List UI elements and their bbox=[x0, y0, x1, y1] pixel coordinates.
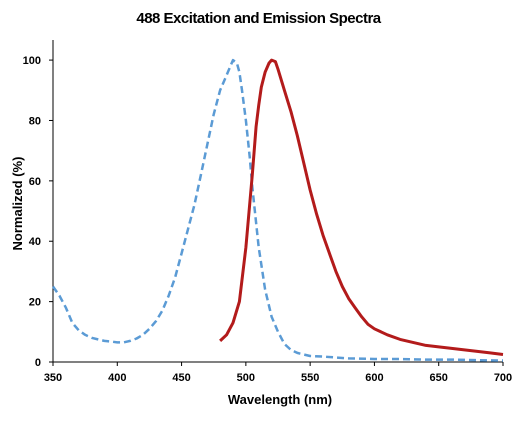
x-tick-label: 650 bbox=[430, 372, 448, 384]
y-tick-label: 80 bbox=[29, 115, 41, 127]
x-tick-label: 600 bbox=[365, 372, 383, 384]
chart-title: 488 Excitation and Emission Spectra bbox=[136, 10, 381, 27]
y-tick-label: 20 bbox=[29, 297, 41, 309]
emission-series-line bbox=[219, 58, 504, 356]
y-tick-label: 0 bbox=[35, 357, 41, 369]
y-tick-label: 100 bbox=[23, 55, 41, 67]
x-tick-label: 550 bbox=[301, 372, 319, 384]
x-tick-label: 350 bbox=[44, 372, 62, 384]
x-tick-label: 450 bbox=[172, 372, 190, 384]
x-tick-label: 400 bbox=[108, 372, 126, 384]
y-axis-title: Normalized (%) bbox=[10, 157, 25, 251]
y-tick-label: 60 bbox=[29, 176, 41, 188]
excitation-series-line bbox=[51, 58, 504, 362]
x-tick-label: 700 bbox=[494, 372, 512, 384]
y-tick-label: 40 bbox=[29, 236, 41, 248]
x-axis-title: Wavelength (nm) bbox=[228, 392, 332, 407]
x-tick-label: 500 bbox=[237, 372, 255, 384]
